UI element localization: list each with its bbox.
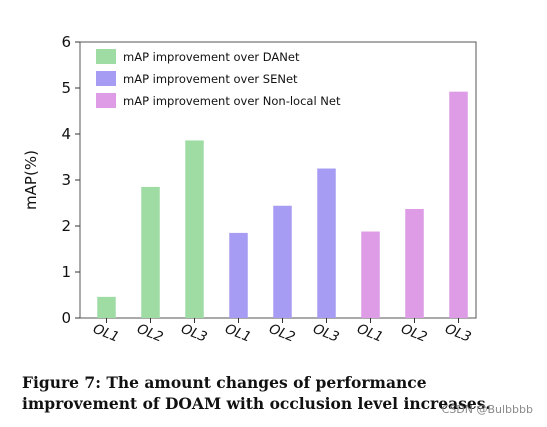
figure-caption: Figure 7: The amount changes of performa… [22,373,491,413]
y-tick-label: 3 [61,171,71,189]
x-tick-label: OL3 [443,321,474,346]
bar-s1-ol3 [185,140,204,318]
y-tick-label: 6 [61,33,71,51]
x-tick-label: OL1 [91,321,122,346]
watermark: CSDN @Bulbbbb [441,403,533,416]
legend-swatch-1 [96,49,116,64]
x-tick-label: OL1 [223,321,254,346]
legend-label-1: mAP improvement over DANet [123,50,300,64]
legend-label-3: mAP improvement over Non-local Net [123,94,341,108]
bar-s1-ol1 [97,296,116,318]
bar-s2-ol2 [273,205,292,318]
x-tick-label: OL3 [179,321,210,346]
y-axis-label: mAP(%) [22,150,40,210]
bar-s2-ol1 [229,232,248,318]
legend-swatch-2 [96,71,116,86]
y-tick-label: 5 [61,79,71,97]
y-tick-label: 4 [61,125,71,143]
x-tick-label: OL2 [135,321,166,346]
bar-s3-ol3 [449,91,468,319]
y-tick-label: 1 [61,263,71,281]
x-tick-label: OL2 [399,321,430,346]
bar-chart: 0 1 2 3 4 5 6 mAP(%) OL1 OL2 OL3 OL1 OL2 OL3 OL1 OL2 OL3… [22,33,477,346]
x-tick-label: OL3 [311,321,342,346]
x-tick-label: OL1 [355,321,386,346]
legend-swatch-3 [96,93,116,108]
x-tick-label: OL2 [267,321,298,346]
bar-s3-ol1 [361,231,380,318]
y-tick-label: 2 [61,217,71,235]
legend-label-2: mAP improvement over SENet [123,72,298,86]
bar-s1-ol2 [141,186,160,318]
y-tick-label: 0 [61,309,71,327]
bar-s2-ol3 [317,168,336,318]
bar-s3-ol2 [405,208,424,318]
